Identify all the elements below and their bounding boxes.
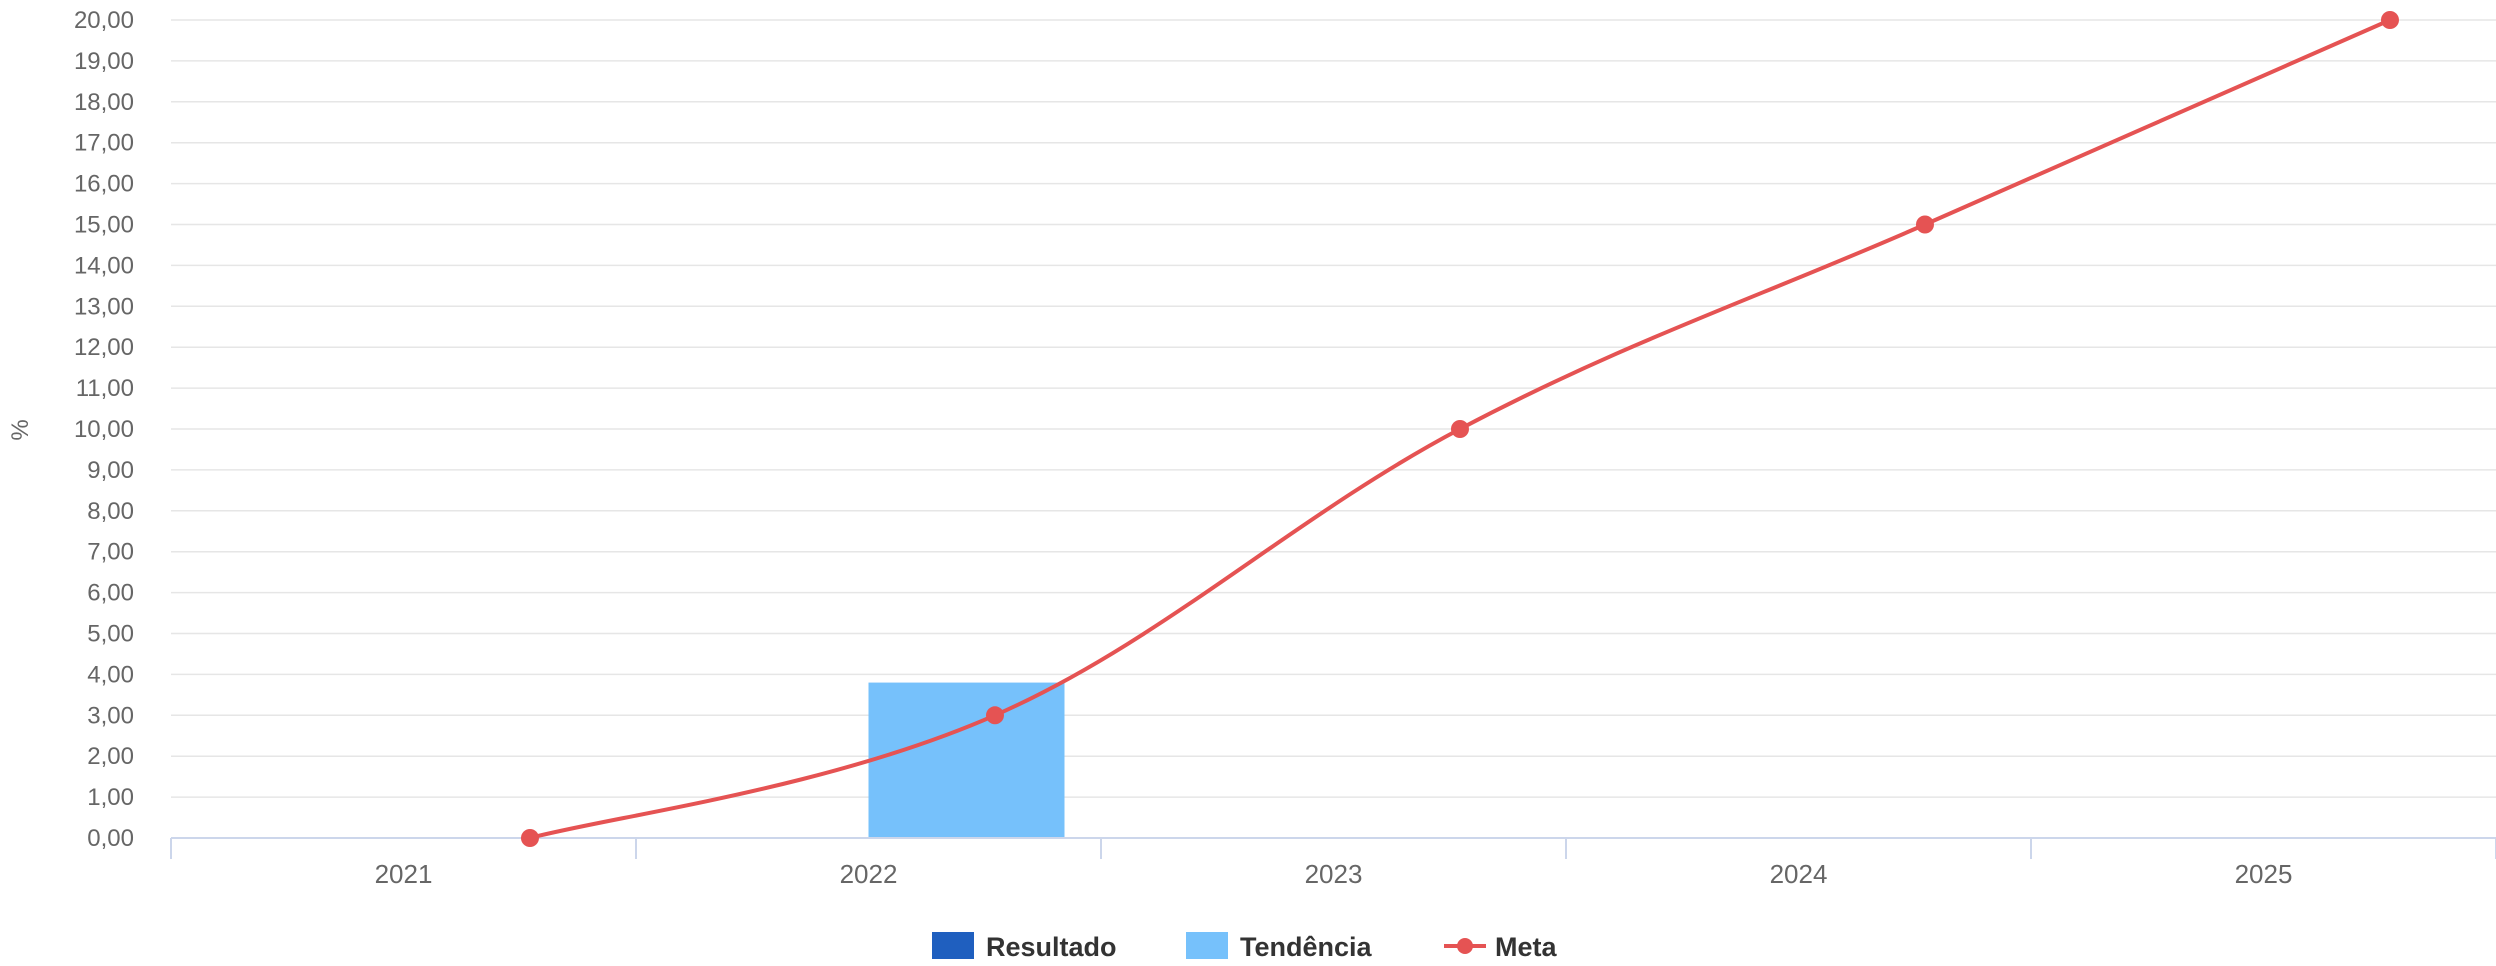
meta-point xyxy=(1450,420,1469,438)
y-tick-label: 18,00 xyxy=(74,89,134,116)
y-tick-label: 15,00 xyxy=(74,212,134,239)
y-tick-label: 9,00 xyxy=(87,457,134,484)
x-tick-label: 2023 xyxy=(1305,859,1363,889)
meta-point xyxy=(520,829,539,847)
meta-point xyxy=(1915,215,1934,234)
grid-lines xyxy=(171,19,2496,798)
legend-item-tendência[interactable]: Tendência xyxy=(1186,932,1373,962)
y-tick-label: 6,00 xyxy=(87,580,134,607)
line-series xyxy=(520,11,2399,847)
y-tick-label: 11,00 xyxy=(76,375,134,402)
legend-swatch xyxy=(932,932,974,959)
legend[interactable]: Resultado Tendência Meta xyxy=(932,932,1557,962)
y-tick-label: 2,00 xyxy=(87,743,134,770)
y-tick-label: 13,00 xyxy=(74,293,134,320)
x-tick-label: 2025 xyxy=(2235,859,2293,889)
y-tick-label: 16,00 xyxy=(74,171,134,198)
legend-item-meta[interactable]: Meta xyxy=(1444,932,1557,962)
bar xyxy=(868,682,1065,838)
x-tick-label: 2024 xyxy=(1770,859,1828,889)
y-axis-label: % xyxy=(7,419,34,440)
x-tick-label: 2021 xyxy=(375,859,433,889)
y-tick-label: 10,00 xyxy=(74,416,134,443)
y-tick-label: 1,00 xyxy=(87,784,134,811)
y-tick-label: 19,00 xyxy=(74,48,134,75)
bars xyxy=(868,682,1065,838)
y-tick-label: 12,00 xyxy=(74,334,134,361)
legend-marker xyxy=(1457,938,1473,954)
y-tick-label: 20,00 xyxy=(74,7,134,34)
legend-label: Tendência xyxy=(1240,932,1373,962)
y-tick-label: 5,00 xyxy=(87,621,134,648)
legend-label: Meta xyxy=(1495,932,1557,962)
y-axis-ticks: 0,00 1,00 2,00 3,00 4,00 5,00 6,00 7,00 8,00 9,00… xyxy=(74,7,134,852)
meta-point xyxy=(985,706,1004,725)
legend-label: Resultado xyxy=(986,932,1117,962)
x-axis: 2021 2022 2023 2024 2025 xyxy=(170,837,2496,889)
y-tick-label: 17,00 xyxy=(74,130,134,157)
y-tick-label: 7,00 xyxy=(87,539,134,566)
y-tick-label: 8,00 xyxy=(87,498,134,525)
y-tick-label: 3,00 xyxy=(87,702,134,729)
y-tick-label: 0,00 xyxy=(87,825,134,852)
y-tick-label: 4,00 xyxy=(87,661,134,688)
legend-swatch xyxy=(1186,932,1228,959)
legend-item-resultado[interactable]: Resultado xyxy=(932,932,1117,962)
y-tick-label: 14,00 xyxy=(74,252,134,279)
x-tick-label: 2022 xyxy=(840,859,898,889)
meta-point xyxy=(2380,11,2399,29)
